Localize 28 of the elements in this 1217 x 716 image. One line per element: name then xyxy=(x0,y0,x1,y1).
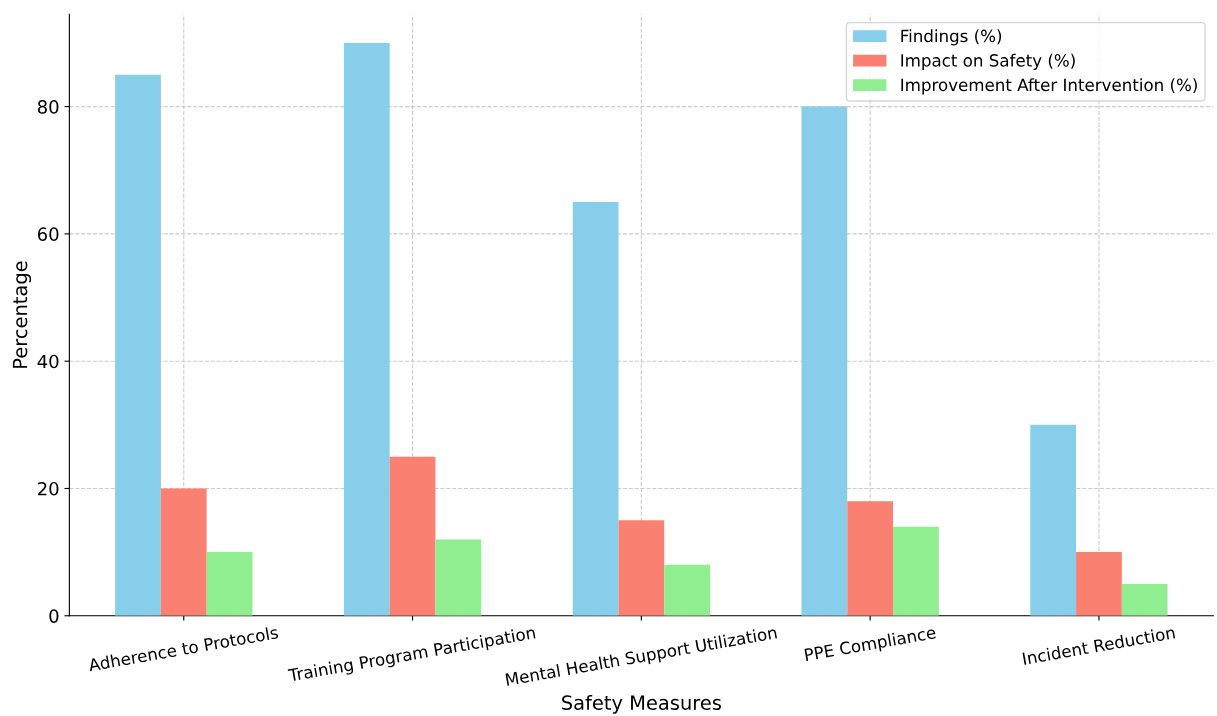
x-tick-label: PPE Compliance xyxy=(804,625,937,665)
bar xyxy=(618,520,665,616)
y-tick-label: 80 xyxy=(37,100,59,114)
bar xyxy=(847,501,894,616)
bar xyxy=(1121,583,1168,616)
legend-label: Improvement After Intervention (%) xyxy=(901,78,1197,95)
bar xyxy=(664,564,710,616)
y-axis-title: Percentage xyxy=(12,261,32,368)
bar xyxy=(206,552,253,616)
y-tick-label: 20 xyxy=(37,481,59,496)
bar xyxy=(801,106,848,616)
x-tick-label: Adherence to Protocols xyxy=(87,625,279,672)
y-tick-label: 40 xyxy=(37,354,59,369)
legend-label: Impact on Safety (%) xyxy=(901,53,1075,70)
bar xyxy=(1076,552,1122,616)
bar xyxy=(572,202,619,616)
bar xyxy=(115,74,161,616)
y-tick-label: 60 xyxy=(37,227,59,242)
bar xyxy=(389,456,436,616)
bar xyxy=(1030,424,1077,616)
legend-label: Findings (%) xyxy=(901,29,1002,46)
bar xyxy=(893,526,939,616)
bar xyxy=(435,539,482,616)
bar xyxy=(160,488,207,616)
x-tick-label: Incident Reduction xyxy=(1022,625,1176,665)
x-axis-title: Safety Measures xyxy=(562,694,721,714)
bar xyxy=(343,42,390,616)
y-tick-label: 0 xyxy=(49,609,59,623)
